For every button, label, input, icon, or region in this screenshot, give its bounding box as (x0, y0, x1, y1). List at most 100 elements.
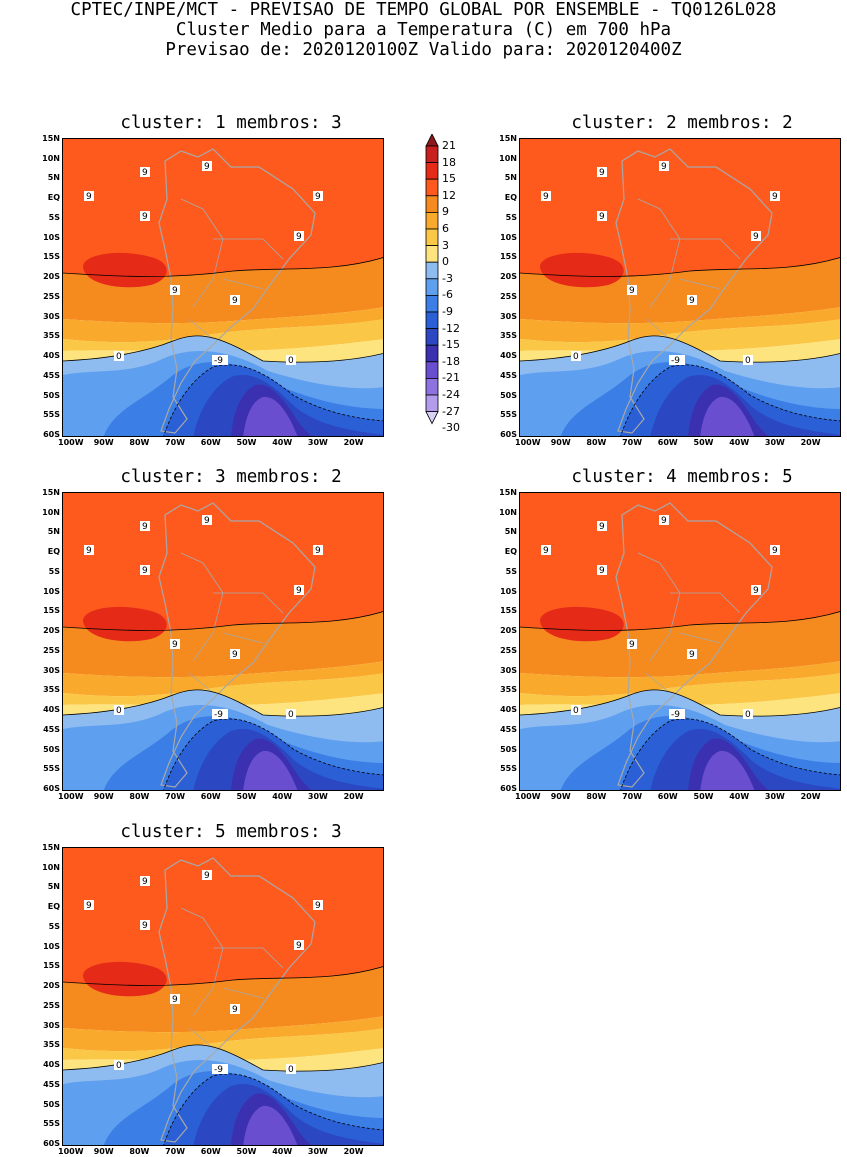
header-line-2: Cluster Medio para a Temperatura (C) em … (175, 20, 672, 40)
lat-label: 10S (43, 941, 60, 951)
temperature-band (520, 257, 840, 324)
svg-text:9: 9 (172, 640, 178, 650)
lon-label: 30W (764, 438, 785, 447)
temperature-band (243, 396, 298, 436)
lon-label: 50W (236, 438, 257, 447)
contour-label-cold: -9 (212, 709, 228, 720)
lat-label: 15S (43, 961, 60, 971)
contour-label-warm: 9 (313, 900, 323, 911)
svg-text:0: 0 (116, 706, 122, 716)
colorbar-label: -24 (442, 388, 460, 401)
lat-label: 15S (500, 252, 517, 262)
continent-outline (158, 857, 316, 1143)
svg-text:9: 9 (172, 286, 178, 296)
svg-text:9: 9 (232, 1005, 238, 1015)
temperature-band (63, 611, 383, 678)
temperature-band (63, 966, 383, 1033)
lat-label: 10S (500, 586, 517, 596)
lat-label: 30S (43, 311, 60, 321)
svg-text:9: 9 (753, 232, 759, 242)
contour-label-warm: 9 (202, 161, 212, 172)
lon-label: 20W (343, 438, 364, 447)
svg-text:0: 0 (288, 356, 294, 366)
minus-nine-contour (163, 364, 383, 436)
lon-label: 50W (236, 792, 257, 801)
colorbar-swatch (425, 245, 439, 263)
warm-core (83, 252, 167, 288)
lon-label: 100W (515, 438, 541, 447)
contour-label-warm: 9 (751, 231, 761, 242)
lat-label: 20S (500, 626, 517, 636)
minus-nine-contour (620, 364, 840, 436)
contour-label-warm: 9 (140, 167, 150, 178)
lat-label: 5S (48, 212, 60, 222)
contour-label-warm: 9 (202, 515, 212, 526)
svg-text:0: 0 (116, 1061, 122, 1071)
temperature-band (520, 307, 840, 343)
temperature-band (63, 307, 383, 343)
colorbar-swatch (425, 261, 439, 280)
colorbar-swatch (425, 361, 439, 379)
lat-label: 15N (499, 134, 517, 143)
colorbar-label: 9 (442, 205, 449, 219)
colorbar-swatch (425, 294, 439, 313)
lon-label: 50W (693, 438, 714, 447)
contour-label-warm: 9 (597, 521, 607, 532)
lat-label: 15N (42, 488, 60, 497)
contour-label-warm: 9 (170, 285, 180, 296)
header-line-3: Previsao de: 2020120100Z Valido para: 20… (165, 40, 682, 60)
temperature-band (243, 1105, 298, 1145)
lon-label: 80W (129, 792, 150, 801)
svg-text:9: 9 (204, 871, 210, 881)
lat-label: 55S (43, 764, 60, 774)
contour-label-zero: 0 (114, 1060, 124, 1071)
lon-label: 100W (58, 792, 84, 801)
cluster-map-4: 9 9 9 9 9 9 9 9 0 0 -9 (519, 492, 841, 791)
lon-label: 30W (307, 792, 328, 801)
contour-label-warm: 9 (627, 639, 637, 650)
colorbar-label: 15 (442, 172, 456, 186)
contour-label-warm: 9 (140, 920, 150, 931)
lat-label: 15N (499, 488, 517, 497)
contour-label-warm: 9 (597, 211, 607, 222)
nine-contour (520, 257, 840, 277)
contour-label-warm: 9 (84, 900, 94, 911)
lon-label: 60W (200, 438, 221, 447)
contour-label-warm: 9 (597, 565, 607, 576)
contour-label-warm: 9 (170, 639, 180, 650)
lon-label: 20W (800, 792, 821, 801)
lat-label: 25S (500, 291, 517, 301)
colorbar-swatch (425, 162, 439, 180)
minus-nine-contour (163, 718, 383, 790)
lon-label: 60W (200, 1147, 221, 1156)
lat-label: 20S (500, 272, 517, 282)
svg-text:9: 9 (142, 566, 148, 576)
contour-label-warm: 9 (294, 585, 304, 596)
svg-text:9: 9 (599, 566, 605, 576)
svg-text:9: 9 (315, 546, 321, 556)
lat-label: EQ (47, 902, 60, 912)
svg-text:9: 9 (629, 286, 635, 296)
lat-label: 30S (500, 665, 517, 675)
lat-label: 60S (500, 784, 517, 793)
temperature-band (63, 257, 383, 324)
lat-label: 40S (500, 351, 517, 361)
warm-core (83, 961, 167, 997)
svg-text:9: 9 (689, 650, 695, 660)
contour-label-warm: 9 (170, 994, 180, 1005)
contour-label-zero: 0 (286, 1064, 296, 1075)
contour-label-warm: 9 (751, 585, 761, 596)
svg-text:-9: -9 (214, 356, 223, 366)
lat-label: 5N (47, 173, 60, 183)
colorbar-label: 6 (442, 222, 449, 235)
lat-label: 25S (43, 1000, 60, 1010)
lat-label: EQ (47, 547, 60, 557)
lat-label: 20S (43, 981, 60, 991)
contour-label-zero: 0 (743, 355, 753, 366)
svg-text:0: 0 (573, 352, 579, 362)
contour-label-warm: 9 (230, 649, 240, 660)
lat-label: 55S (43, 410, 60, 420)
svg-text:0: 0 (745, 710, 751, 720)
lat-label: 40S (43, 351, 60, 361)
colorbar-label: -18 (442, 354, 460, 368)
